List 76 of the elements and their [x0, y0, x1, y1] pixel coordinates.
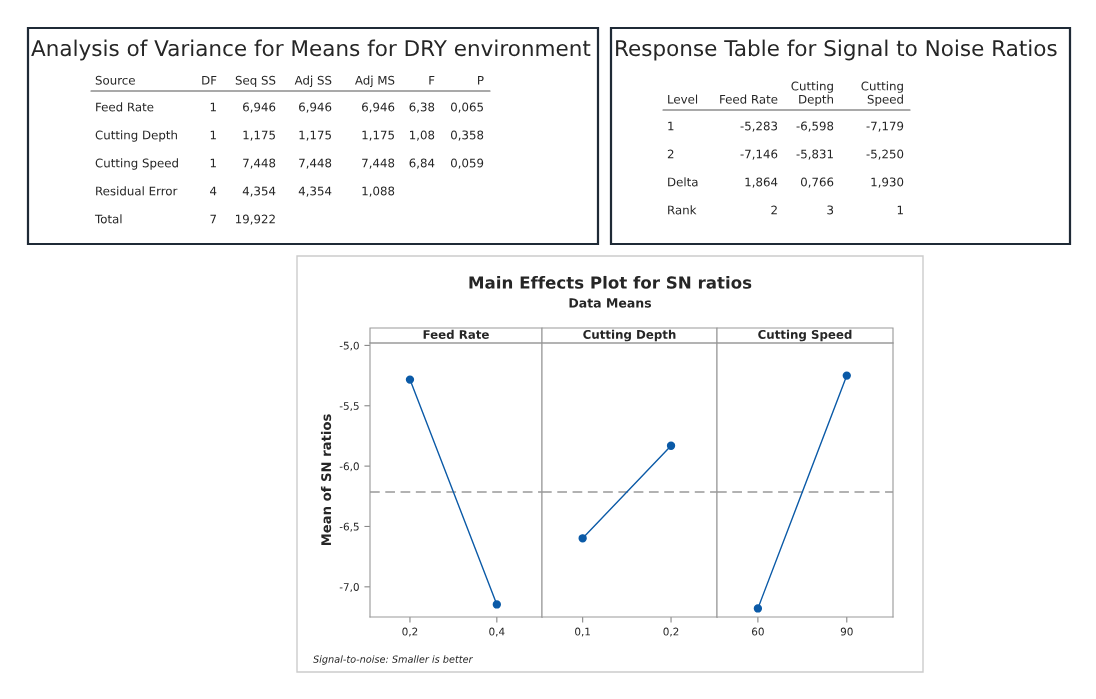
x-tick-label: 60 [751, 627, 764, 636]
category-label: Feed Rate [720, 94, 778, 104]
text: 7 [210, 214, 216, 224]
text: 1,175 [299, 130, 331, 141]
text: 1 [897, 205, 903, 215]
y-tick-label: -5,0 [339, 341, 359, 351]
x-tick-label: 0,4 [489, 627, 505, 637]
category-label: 2 [667, 149, 674, 159]
category-label: Feed Rate [96, 102, 154, 112]
text: Analysis of Variance for Means for DRY environment [31, 39, 591, 61]
text: 6,38 [409, 102, 435, 113]
category-label: Total [94, 214, 122, 224]
category-label: F [429, 75, 435, 85]
text: 1,864 [745, 177, 778, 188]
category-label: Cutting Speed [861, 81, 903, 106]
text: 1,930 [871, 177, 904, 188]
text: 0,065 [450, 102, 483, 113]
category-label: Rank [668, 205, 697, 215]
category-label: Residual Error [96, 186, 178, 196]
y-tick-label: -5,5 [339, 402, 359, 411]
text: 6,946 [299, 102, 332, 113]
text: 1,175 [362, 130, 394, 141]
x-tick-label: 0,1 [575, 627, 590, 637]
text: 1,088 [362, 186, 395, 197]
text: 0,059 [450, 158, 484, 169]
chart-title: Feed Rate [423, 329, 489, 339]
x-tick-label: 0,2 [663, 627, 679, 637]
x-tick-label: 90 [840, 627, 853, 636]
chart-title: Cutting Speed [758, 329, 852, 342]
text: -7,146 [740, 149, 778, 160]
text: Signal-to-noise: Smaller is better [313, 655, 474, 665]
category-label: Source [95, 75, 135, 85]
text: 19,922 [235, 214, 275, 225]
category-label: 1 [668, 121, 674, 131]
category-label: Cutting Speed [95, 158, 178, 170]
text: 2 [771, 205, 777, 215]
text: 7,448 [362, 158, 395, 169]
text: -5,283 [740, 121, 778, 132]
text: 6,946 [243, 102, 276, 113]
text: -5,831 [796, 149, 833, 160]
text: Data Means [569, 298, 652, 308]
text: 1 [210, 158, 216, 168]
y-axis-title: Mean of SN ratios [320, 414, 332, 546]
category-label: Cutting Depth [95, 130, 177, 142]
category-label: Level [668, 94, 698, 104]
category-label: Adj SS [294, 75, 332, 87]
text: 1 [210, 130, 216, 140]
text: 7,448 [299, 158, 332, 169]
y-tick-label: -6,0 [339, 462, 359, 472]
category-label: Delta [668, 177, 698, 187]
category-label: Adj MS [355, 75, 395, 87]
text: 4,354 [242, 186, 276, 197]
y-tick-label: -7,0 [339, 583, 359, 592]
text: 1 [210, 102, 216, 112]
category-label: Cutting Depth [791, 81, 833, 106]
chart-title: Cutting Depth [583, 329, 676, 342]
text: 1,175 [243, 130, 275, 141]
text: Main Effects Plot for SN ratios [469, 275, 752, 289]
text: 6,84 [409, 158, 435, 169]
text: 1,08 [410, 130, 435, 141]
text: -5,250 [866, 149, 904, 160]
text: 4,354 [298, 186, 332, 197]
category-label: DF [202, 75, 217, 85]
text: 0,766 [800, 177, 834, 188]
text: 4 [210, 186, 217, 196]
text: -6,598 [796, 121, 834, 132]
text: 6,946 [362, 102, 395, 113]
text: 0,358 [450, 130, 484, 141]
category-label: P [478, 75, 484, 85]
text: 3 [827, 205, 834, 215]
text: -7,179 [866, 121, 904, 132]
y-tick-label: -6,5 [339, 522, 359, 532]
text: Response Table for Signal to Noise Ratios [616, 39, 1057, 61]
category-label: Seq SS [235, 75, 276, 87]
x-tick-label: 0,2 [402, 627, 418, 637]
text: 7,448 [243, 158, 276, 169]
